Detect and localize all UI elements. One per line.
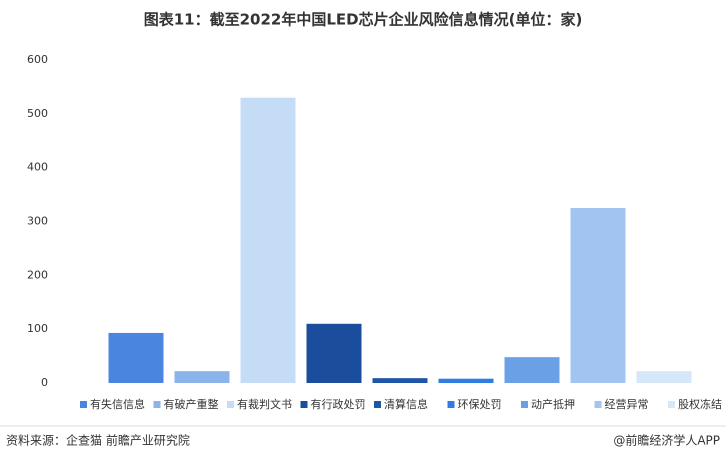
- legend-label: 股权冻结: [678, 397, 722, 411]
- bar: [504, 357, 560, 383]
- y-tick-label: 500: [27, 107, 48, 120]
- bar: [438, 378, 494, 383]
- legend-swatch: [80, 401, 87, 408]
- y-tick-label: 0: [41, 376, 48, 389]
- legend-swatch: [153, 401, 161, 408]
- legend-swatch: [668, 401, 675, 408]
- y-tick-label: 100: [27, 322, 48, 335]
- legend-swatch: [594, 401, 602, 408]
- bar: [306, 323, 362, 383]
- legend-swatch: [374, 401, 381, 408]
- legend-label: 有破产重整: [164, 397, 219, 411]
- legend-label: 有失信信息: [90, 397, 145, 411]
- legend-label: 环保处罚: [458, 397, 502, 411]
- chart-title: 图表11：截至2022年中国LED芯片企业风险信息情况(单位：家): [144, 11, 583, 29]
- source: 资料来源：企查猫 前瞻产业研究院: [6, 433, 190, 448]
- bar: [174, 371, 230, 383]
- bar: [108, 332, 164, 383]
- legend-swatch: [300, 401, 308, 408]
- legend-label: 有裁判文书: [237, 397, 292, 411]
- legend-label: 清算信息: [384, 397, 428, 411]
- y-tick-label: 400: [27, 161, 48, 174]
- legend-label: 经营异常: [605, 397, 649, 411]
- legend-label: 有行政处罚: [311, 397, 366, 411]
- legend-label: 动产抵押: [531, 397, 575, 411]
- bar: [240, 97, 296, 383]
- bar: [570, 208, 626, 383]
- legend-swatch: [521, 401, 528, 408]
- bar: [372, 378, 428, 383]
- y-tick-label: 200: [27, 268, 48, 281]
- credit: @前瞻经济学人APP: [613, 433, 720, 448]
- y-tick-label: 300: [27, 215, 48, 228]
- legend-swatch: [447, 401, 455, 408]
- bar: [636, 371, 692, 383]
- y-tick-label: 600: [27, 53, 48, 66]
- legend-swatch: [227, 401, 234, 408]
